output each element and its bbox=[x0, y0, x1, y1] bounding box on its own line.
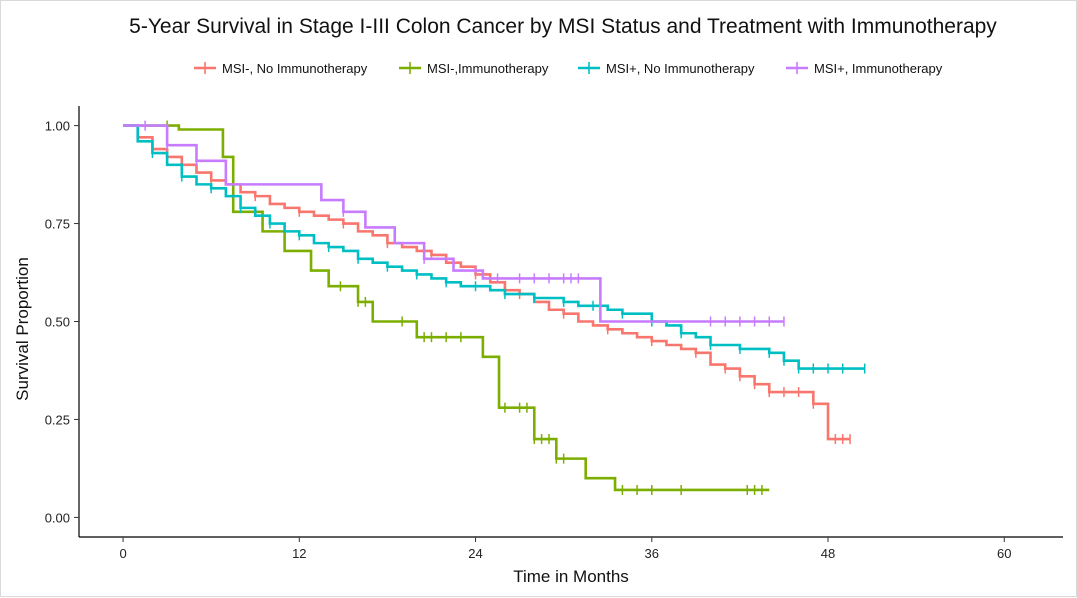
legend-label-0: MSI-, No Immunotherapy bbox=[222, 61, 368, 76]
series-2-curve bbox=[123, 124, 865, 370]
axes: 0 12 24 36 48 60 0.00 0.25 0.50 0.75 1.00 bbox=[45, 106, 1063, 561]
x-tick-label: 36 bbox=[645, 546, 659, 561]
y-axis-title: Survival Proportion bbox=[13, 257, 32, 401]
y-tick-label: 1.00 bbox=[45, 119, 70, 134]
x-axis-title: Time in Months bbox=[513, 567, 629, 586]
series-3-curve bbox=[123, 124, 784, 323]
legend-label-1: MSI-,Immunotherapy bbox=[427, 61, 549, 76]
legend-label-2: MSI+, No Immunotherapy bbox=[606, 61, 755, 76]
x-tick-label: 0 bbox=[119, 546, 126, 561]
plot-area bbox=[123, 120, 866, 495]
chart-title: 5-Year Survival in Stage I-III Colon Can… bbox=[129, 15, 997, 38]
x-tick-label: 48 bbox=[821, 546, 835, 561]
y-tick-label: 0.25 bbox=[45, 412, 70, 427]
x-tick-label: 24 bbox=[468, 546, 482, 561]
y-tick-label: 0.00 bbox=[45, 510, 70, 525]
x-tick-label: 60 bbox=[997, 546, 1011, 561]
x-tick-label: 12 bbox=[292, 546, 306, 561]
y-tick-label: 0.75 bbox=[45, 217, 70, 232]
legend: MSI-, No Immunotherapy MSI-,Immunotherapy… bbox=[194, 61, 943, 76]
legend-label-3: MSI+, Immunotherapy bbox=[814, 61, 943, 76]
y-tick-label: 0.50 bbox=[45, 315, 70, 330]
